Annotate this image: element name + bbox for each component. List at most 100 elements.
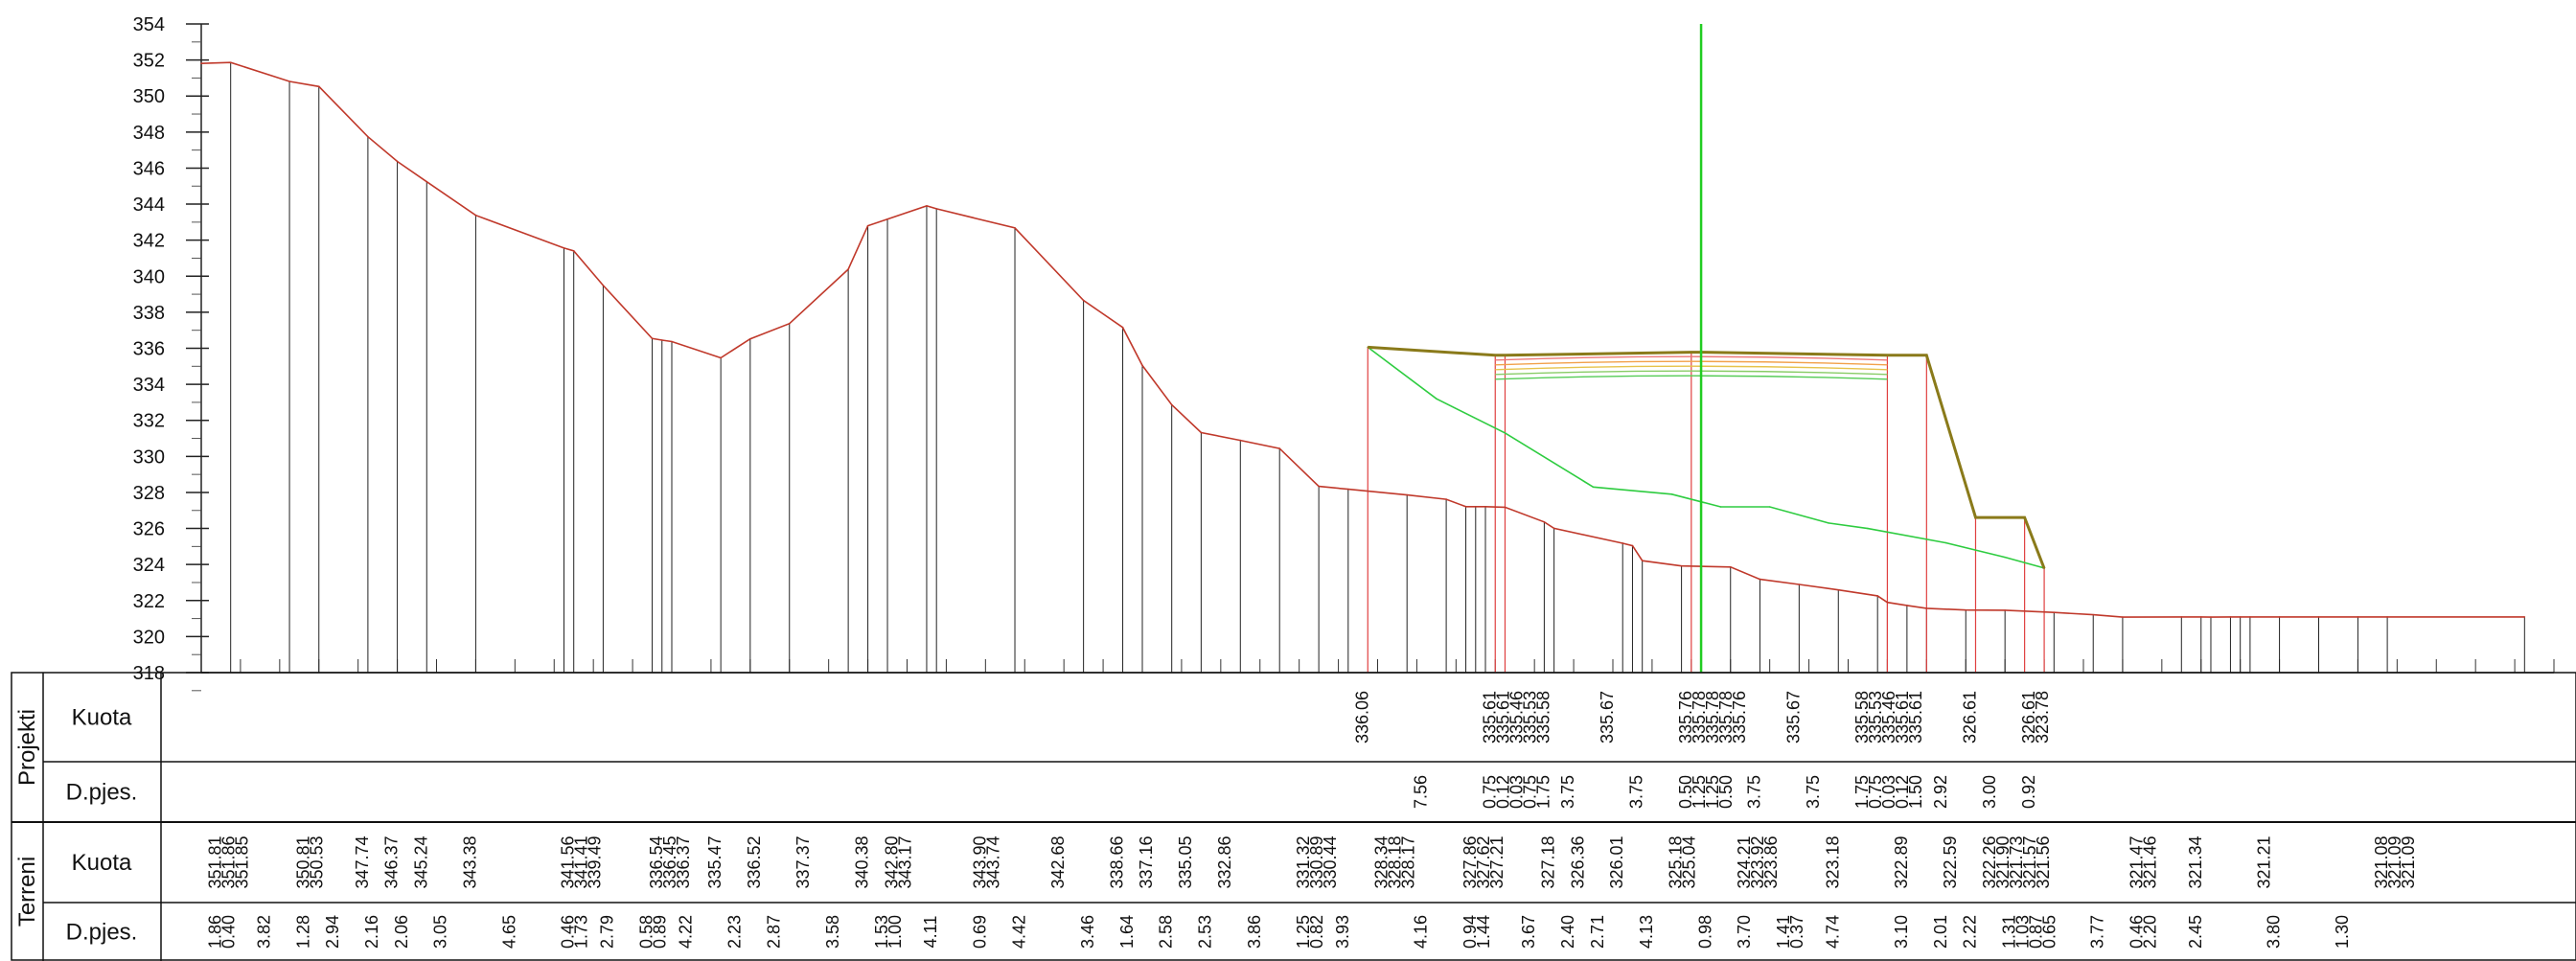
band-value: 0.75 xyxy=(1520,775,1539,809)
band-value: 1.75 xyxy=(1533,775,1552,809)
band-value: 330.44 xyxy=(1321,835,1340,888)
band-value: 1.75 xyxy=(1852,775,1872,809)
band-value: 2.58 xyxy=(1157,915,1176,949)
point-terrain xyxy=(2092,613,2095,616)
point-terrain xyxy=(1170,403,1173,406)
point-terrain xyxy=(1239,439,1242,442)
y-tick-label: 348 xyxy=(133,123,165,144)
band-value: 0.98 xyxy=(1695,915,1714,949)
series-terrain xyxy=(200,61,2525,618)
band-value: 0.58 xyxy=(637,915,656,949)
band-value: 7.56 xyxy=(1412,775,1431,809)
band-value: 335.47 xyxy=(705,835,724,888)
band-value: 1.03 xyxy=(2012,915,2032,949)
band-value: 335.67 xyxy=(1598,691,1617,744)
band-value: 350.53 xyxy=(308,835,327,888)
band-value: 4.65 xyxy=(499,915,518,949)
point-terrain xyxy=(1318,485,1320,488)
series-existing-ground xyxy=(1367,346,2045,569)
point-terrain xyxy=(720,356,722,359)
point-terrain xyxy=(474,214,477,217)
point-existing-ground xyxy=(1719,506,1722,508)
band-value: 2.87 xyxy=(765,915,784,949)
point-terrain xyxy=(2317,616,2320,618)
point-existing-ground xyxy=(1436,398,1438,400)
band-value: 0.46 xyxy=(559,915,578,949)
band-value: 0.40 xyxy=(219,915,239,949)
y-tick-label: 342 xyxy=(133,231,165,252)
point-terrain xyxy=(1278,447,1281,449)
band-value: 335.78 xyxy=(1716,691,1736,744)
point-terrain xyxy=(847,268,849,270)
pavement-layer xyxy=(1495,370,1888,376)
point-terrain xyxy=(2357,616,2359,618)
band-value: 1.44 xyxy=(1474,915,1493,949)
band-value: 0.12 xyxy=(1493,775,1512,809)
band-value: 323.18 xyxy=(1823,835,1842,888)
point-existing-ground xyxy=(2004,556,2006,559)
point-terrain xyxy=(1925,607,1928,609)
point-terrain xyxy=(1965,608,1967,611)
band-value: 0.65 xyxy=(2039,915,2058,949)
y-tick-label: 318 xyxy=(133,663,165,684)
band-value: 2.23 xyxy=(725,915,745,949)
point-terrain xyxy=(2239,616,2242,618)
band-value: 337.37 xyxy=(794,835,813,888)
point-terrain xyxy=(2229,616,2232,618)
band-value: 351.85 xyxy=(233,835,252,888)
band-value: 3.80 xyxy=(2265,915,2284,949)
point-terrain xyxy=(1464,506,1467,508)
band-value: 347.74 xyxy=(353,835,372,888)
y-tick-label: 354 xyxy=(133,14,165,35)
band-value: 0.37 xyxy=(1787,915,1806,949)
point-existing-ground xyxy=(1828,522,1829,524)
band-value: 343.17 xyxy=(895,835,914,888)
band-value: 1.50 xyxy=(1906,775,1925,809)
band-value: 335.78 xyxy=(1690,691,1709,744)
point-terrain xyxy=(651,337,654,340)
band-value: 3.58 xyxy=(823,915,842,949)
y-tick-label: 328 xyxy=(133,483,165,504)
band-value: 335.61 xyxy=(1493,691,1512,744)
point-terrain xyxy=(426,180,428,183)
band-value: 341.41 xyxy=(572,835,591,888)
band-value: 321.90 xyxy=(1993,835,2012,888)
point-terrain xyxy=(2523,616,2526,618)
point-terrain xyxy=(926,205,928,207)
band-value: 2.71 xyxy=(1588,915,1607,949)
pavement-layer xyxy=(1495,360,1888,366)
band-value: 321.47 xyxy=(2127,835,2146,888)
band-value: 351.81 xyxy=(206,835,225,888)
point-existing-ground xyxy=(1768,506,1771,508)
band-value: 2.79 xyxy=(598,915,617,949)
band-value: 335.58 xyxy=(1533,691,1552,744)
point-terrain xyxy=(2180,616,2183,618)
point-terrain xyxy=(1798,583,1801,585)
band-value: 321.34 xyxy=(2186,835,2205,888)
band-value: 335.46 xyxy=(1506,691,1526,744)
y-tick-label: 350 xyxy=(133,86,165,107)
band-value: 338.66 xyxy=(1108,835,1127,888)
point-terrain xyxy=(2122,616,2124,618)
band-value: 336.37 xyxy=(674,835,693,888)
band-value: 0.12 xyxy=(1893,775,1912,809)
point-design xyxy=(1690,351,1692,354)
band-value: 1.31 xyxy=(1999,915,2018,949)
band-value: 327.18 xyxy=(1539,835,1558,888)
band-value: 335.58 xyxy=(1852,691,1872,744)
band-value: 327.86 xyxy=(1460,835,1480,888)
band-value: 335.46 xyxy=(1879,691,1898,744)
band-value: 1.64 xyxy=(1117,915,1137,949)
band-value: 336.45 xyxy=(660,835,679,888)
series-design xyxy=(1368,345,2046,569)
band-value: 2.92 xyxy=(1931,775,1950,809)
band-value: 341.56 xyxy=(559,835,578,888)
band-value: 2.16 xyxy=(362,915,381,949)
band-value: 0.82 xyxy=(1307,915,1326,949)
band-value: 343.74 xyxy=(983,835,1002,888)
point-terrain xyxy=(288,80,290,82)
point-terrain xyxy=(1082,299,1085,302)
point-design xyxy=(1494,355,1497,356)
point-terrain xyxy=(1504,506,1506,509)
band-value: 335.05 xyxy=(1176,835,1195,888)
